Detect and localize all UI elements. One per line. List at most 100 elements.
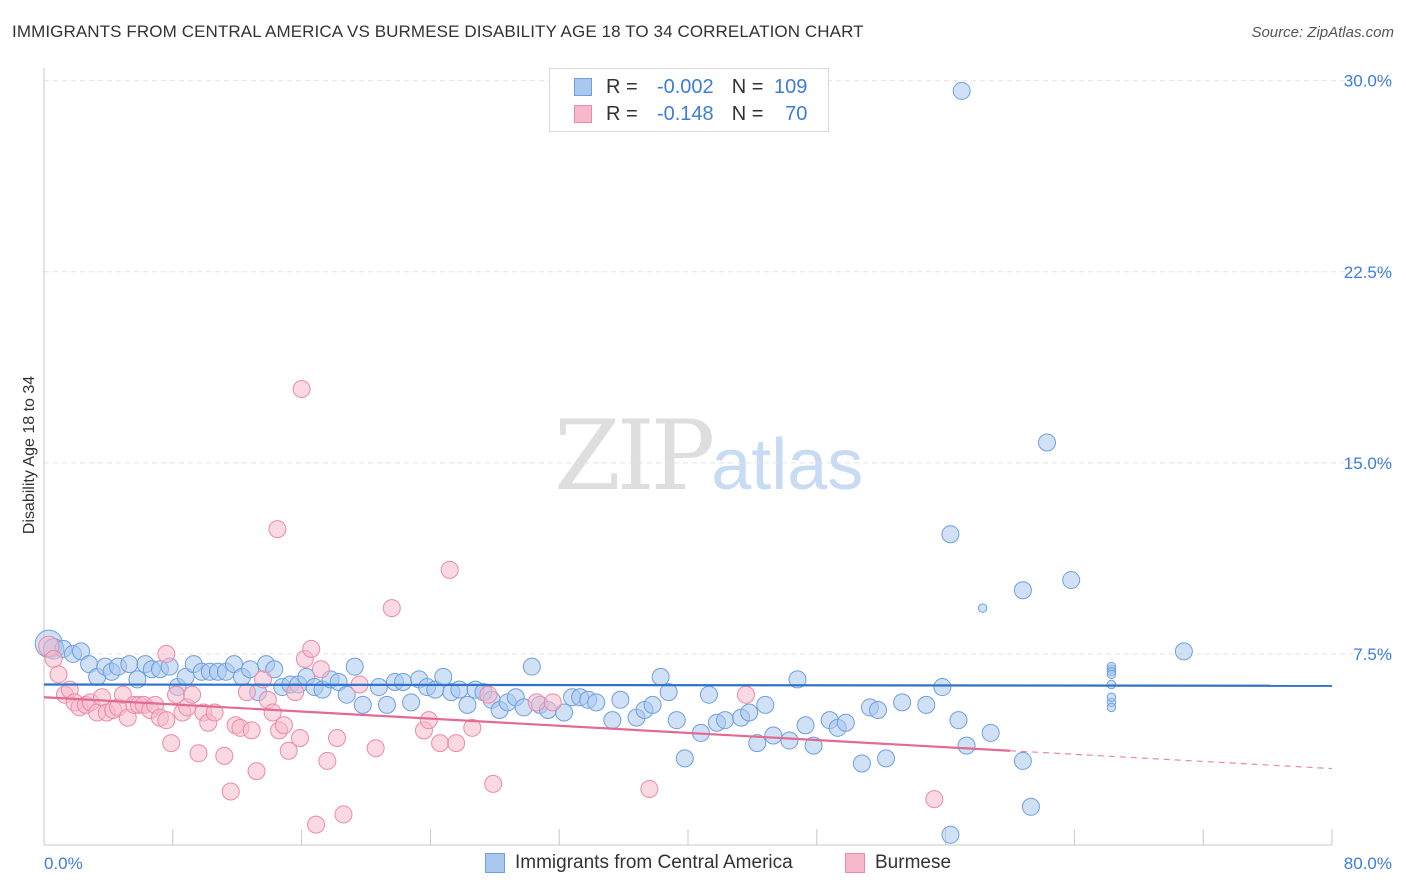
point-central-america xyxy=(756,695,775,714)
point-central-america xyxy=(941,825,960,844)
point-burmese xyxy=(242,721,261,740)
point-central-america xyxy=(458,695,477,714)
point-central-america xyxy=(224,655,243,674)
point-central-america xyxy=(675,749,694,768)
trend-line-central-america xyxy=(43,683,1333,687)
point-burmese xyxy=(484,774,503,793)
point-burmese xyxy=(44,650,63,669)
point-burmese xyxy=(640,779,659,798)
point-burmese xyxy=(431,734,450,753)
watermark-atlas: atlas xyxy=(711,425,864,505)
point-burmese xyxy=(292,379,311,398)
point-central-america xyxy=(611,690,630,709)
point-burmese xyxy=(157,711,176,730)
tick-labels: 7.5% 15.0% 22.5% 30.0% 0.0% 80.0% xyxy=(44,72,1392,873)
legend-swatch-blue xyxy=(574,78,592,96)
watermark-zip: ZIP xyxy=(554,400,715,512)
point-burmese xyxy=(274,716,293,735)
legend-row-burmese: R = -0.148 N = 70 xyxy=(574,102,807,126)
y-tick-label: 30.0% xyxy=(1344,72,1392,91)
point-central-america xyxy=(977,603,988,613)
point-central-america xyxy=(788,670,807,689)
point-central-america xyxy=(796,716,815,735)
y-tick-label: 15.0% xyxy=(1344,454,1392,473)
point-central-america xyxy=(1021,797,1040,816)
point-central-america xyxy=(780,731,799,750)
legend-swatch-blue xyxy=(485,853,505,873)
legend-swatch-pink xyxy=(845,853,865,873)
point-central-america xyxy=(72,642,91,661)
source-label: Source: ZipAtlas.com xyxy=(1251,24,1394,41)
legend-n-label: N = xyxy=(731,102,764,125)
point-central-america xyxy=(952,81,971,100)
point-central-america xyxy=(716,711,735,730)
legend-n-value: 70 xyxy=(785,102,808,125)
point-burmese xyxy=(925,790,944,809)
point-burmese xyxy=(527,693,546,712)
legend-n-value: 109 xyxy=(774,75,808,98)
point-central-america xyxy=(949,711,968,730)
point-central-america xyxy=(877,749,896,768)
point-central-america xyxy=(764,726,783,745)
point-burmese xyxy=(366,739,385,758)
point-burmese xyxy=(157,644,176,663)
legend-item-central-america: Immigrants from Central America xyxy=(485,852,793,874)
watermark: ZIPatlas xyxy=(554,400,863,512)
point-burmese xyxy=(263,703,282,722)
point-central-america xyxy=(402,693,421,712)
point-burmese xyxy=(440,560,459,579)
y-tick-label: 22.5% xyxy=(1344,263,1392,282)
point-central-america xyxy=(1106,702,1117,713)
legend-label-burmese: Burmese xyxy=(875,852,952,873)
point-central-america xyxy=(353,695,372,714)
point-burmese xyxy=(447,734,466,753)
point-burmese xyxy=(479,685,498,704)
point-central-america xyxy=(1013,751,1032,770)
x-tick-label: 80.0% xyxy=(1344,854,1392,873)
point-burmese xyxy=(311,660,330,679)
point-burmese xyxy=(183,685,202,704)
point-central-america xyxy=(941,525,960,544)
point-central-america xyxy=(450,680,469,699)
point-central-america xyxy=(377,695,396,714)
point-central-america xyxy=(1106,669,1117,680)
point-burmese xyxy=(205,703,224,722)
point-central-america xyxy=(603,711,622,730)
point-central-america xyxy=(1174,642,1193,661)
correlation-legend: R = -0.002 N = 109 R = -0.148 N = 70 xyxy=(549,68,829,132)
x-tick-label: 0.0% xyxy=(44,854,83,873)
trend-line-burmese xyxy=(43,696,1011,752)
point-central-america xyxy=(748,734,767,753)
point-central-america xyxy=(394,672,413,691)
point-central-america xyxy=(587,693,606,712)
axes xyxy=(43,68,1333,846)
point-central-america xyxy=(434,667,453,686)
y-tick-label: 7.5% xyxy=(1353,645,1392,664)
point-central-america xyxy=(917,695,936,714)
point-central-america xyxy=(804,736,823,755)
legend-n-label: N = xyxy=(731,75,764,98)
point-central-america xyxy=(933,678,952,697)
point-central-america xyxy=(120,655,139,674)
point-burmese xyxy=(736,685,755,704)
point-central-america xyxy=(852,754,871,773)
point-burmese xyxy=(215,746,234,765)
point-burmese xyxy=(302,639,321,658)
point-central-america xyxy=(651,667,670,686)
series-burmese-points xyxy=(38,379,944,834)
point-central-america xyxy=(345,657,364,676)
point-central-america xyxy=(1013,581,1032,600)
point-burmese xyxy=(318,751,337,770)
point-burmese xyxy=(49,665,68,684)
point-central-america xyxy=(522,657,541,676)
point-central-america xyxy=(981,723,1000,742)
point-central-america xyxy=(659,683,678,702)
point-central-america xyxy=(555,703,574,722)
point-central-america xyxy=(643,695,662,714)
grid-lines xyxy=(44,80,1392,655)
point-central-america xyxy=(957,736,976,755)
point-central-america xyxy=(699,685,718,704)
point-burmese xyxy=(268,520,287,539)
point-burmese xyxy=(382,599,401,618)
